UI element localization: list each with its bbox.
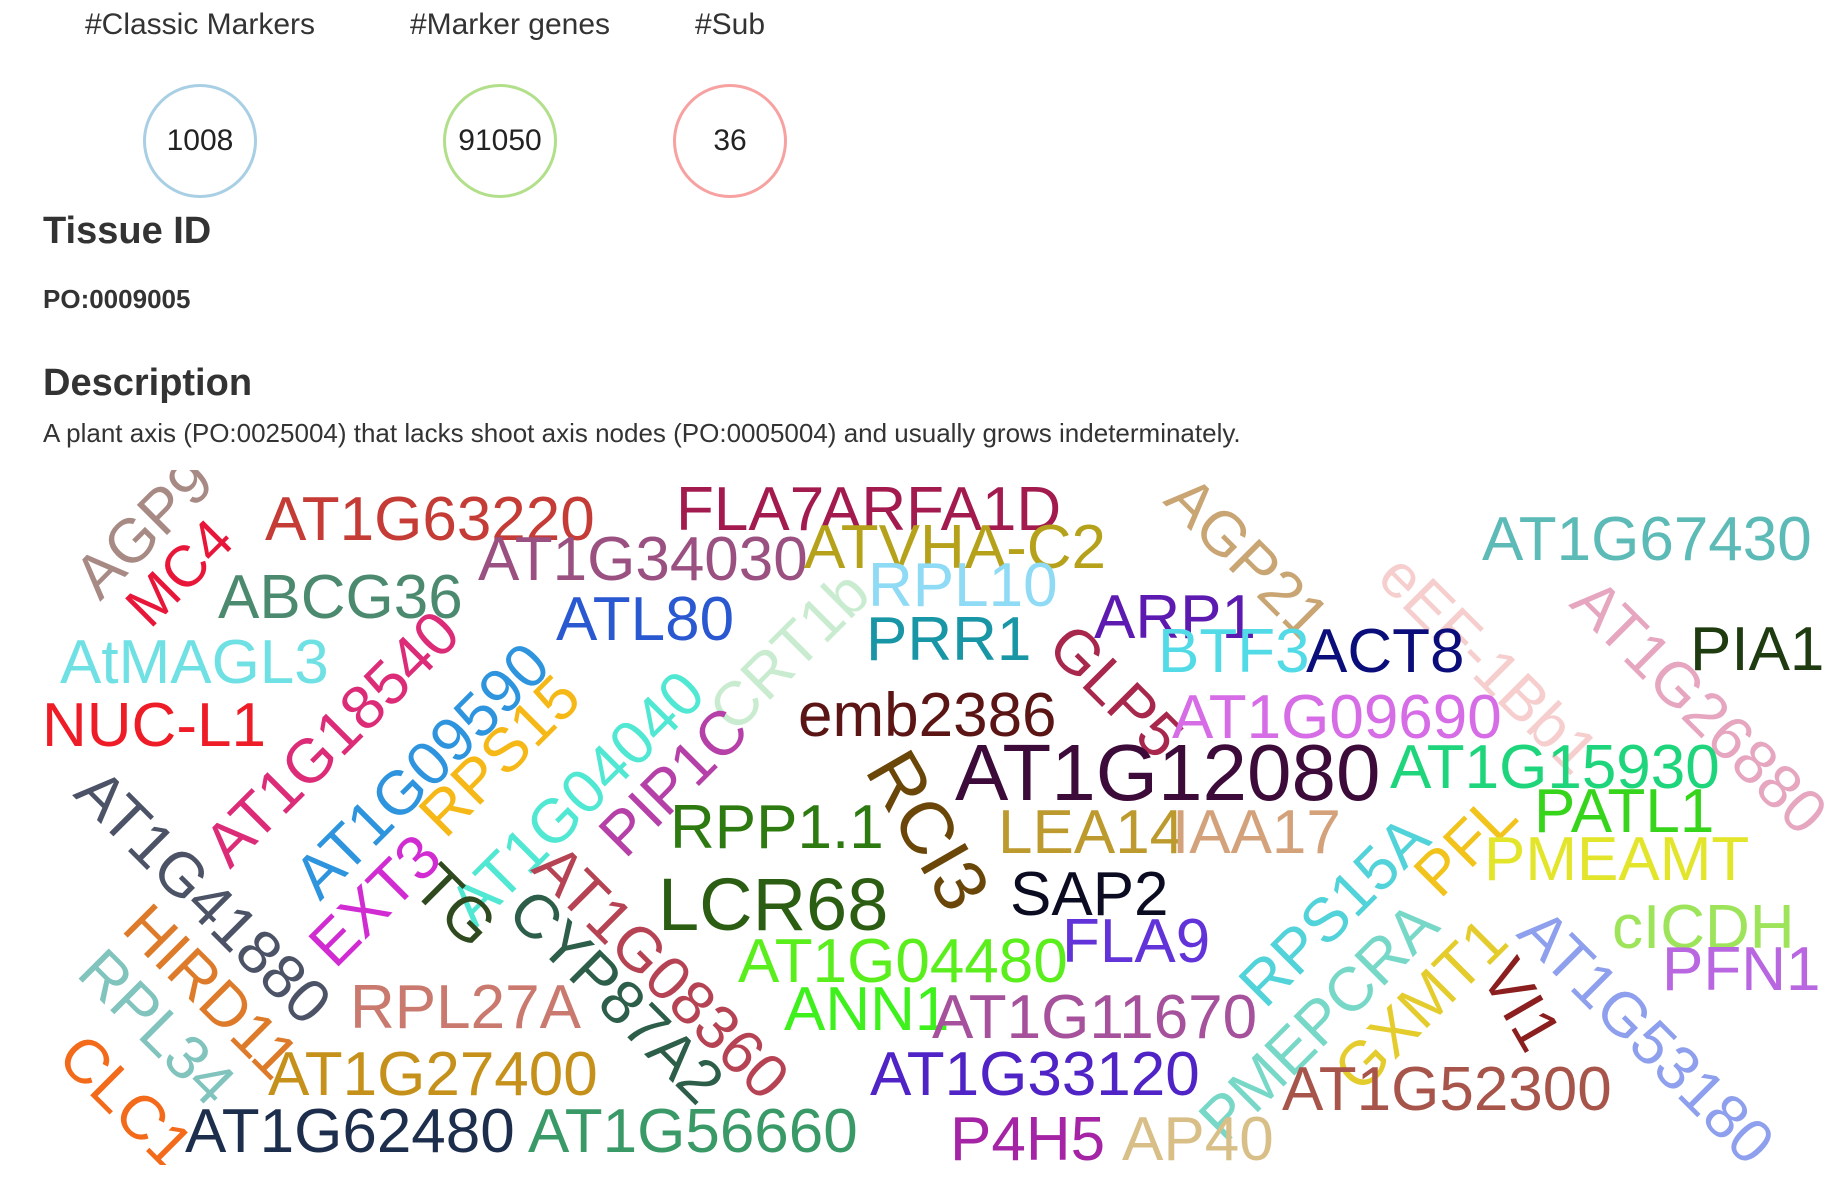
stat-classic-markers-circle: 1008	[143, 84, 257, 198]
word-cloud-term[interactable]: AT1G52300	[1282, 1055, 1612, 1124]
word-cloud-term[interactable]: AT1G34030	[478, 525, 808, 594]
word-cloud-term[interactable]: AT1G62480	[185, 1097, 515, 1165]
tissue-id-value: PO:0009005	[43, 284, 191, 314]
word-cloud-term[interactable]: AT1G63220	[265, 485, 595, 554]
word-cloud-term[interactable]: AT1G12080	[955, 728, 1380, 817]
word-cloud-term[interactable]: AT1G15930	[1390, 733, 1720, 802]
word-cloud-term[interactable]: ABCG36	[218, 563, 463, 632]
word-cloud-term[interactable]: cICDH	[1612, 893, 1795, 962]
stats-panel: #Classic Markers 1008 #Marker genes 9105…	[0, 0, 900, 200]
word-cloud-term[interactable]: AT1G33120	[870, 1040, 1200, 1109]
word-cloud-term[interactable]: AT1G09690	[1172, 683, 1502, 752]
word-cloud-term[interactable]: PIA1	[1690, 615, 1824, 684]
word-cloud-term[interactable]: IAA17	[1172, 798, 1341, 867]
stat-sub: #Sub	[660, 0, 800, 50]
word-cloud-term[interactable]: RPL27A	[350, 973, 582, 1042]
word-cloud-term[interactable]: ACT8	[1306, 617, 1464, 686]
stat-value: 91050	[458, 124, 542, 157]
stat-label: #Classic Markers	[84, 8, 316, 41]
stat-value: 36	[713, 124, 747, 157]
word-cloud-term[interactable]: FLA7	[676, 475, 824, 544]
description-heading: Description	[43, 362, 253, 404]
word-cloud-term[interactable]: ATVHA-C2	[804, 513, 1106, 582]
word-cloud-term[interactable]: SAP2	[1010, 860, 1169, 929]
word-cloud-term[interactable]: FLA9	[1062, 907, 1210, 976]
word-cloud-term[interactable]: AT1G67430	[1482, 505, 1812, 574]
word-cloud-term[interactable]: RPL10	[868, 551, 1058, 620]
tissue-id-heading: Tissue ID	[43, 210, 212, 252]
word-cloud-term[interactable]: P4H5	[950, 1105, 1105, 1165]
word-cloud-term[interactable]: PMEAMT	[1484, 825, 1749, 894]
stat-classic-markers: #Classic Markers	[60, 0, 340, 50]
word-cloud-term[interactable]: AT1G11670	[932, 983, 1257, 1052]
stat-label: #Marker genes	[409, 8, 611, 41]
word-cloud-term[interactable]: emb2386	[798, 681, 1057, 750]
word-cloud-term[interactable]: ARP1	[1094, 583, 1256, 652]
stat-marker-genes-circle: 91050	[443, 84, 557, 198]
word-cloud-term[interactable]: LCR68	[658, 863, 888, 946]
word-cloud-term[interactable]: ARFA1D	[820, 475, 1061, 544]
word-cloud-term[interactable]: AT1G56660	[528, 1097, 858, 1165]
word-cloud-term[interactable]: ATL80	[556, 585, 734, 654]
description-text: A plant axis (PO:0025004) that lacks sho…	[43, 418, 1241, 448]
word-cloud-term[interactable]: AT1G27400	[268, 1040, 598, 1109]
stat-marker-genes: #Marker genes	[380, 0, 640, 50]
word-cloud-term[interactable]: PATL1	[1534, 777, 1714, 846]
word-cloud-term[interactable]: AP40	[1122, 1105, 1274, 1165]
word-cloud-term[interactable]: BTF3	[1158, 617, 1310, 686]
word-cloud-term[interactable]: RPP1.1	[670, 793, 884, 862]
word-cloud-term[interactable]: AT1G04480	[738, 927, 1068, 996]
stat-sub-circle: 36	[673, 84, 787, 198]
word-cloud-term[interactable]: LEA14	[998, 798, 1184, 867]
word-cloud-term[interactable]: PRR1	[866, 605, 1031, 674]
stat-label: #Sub	[694, 8, 766, 41]
word-cloud-term[interactable]: AtMAGL3	[60, 628, 329, 697]
stat-value: 1008	[166, 124, 234, 157]
word-cloud-term[interactable]: ANN1	[784, 975, 949, 1044]
word-cloud-term[interactable]: PFN1	[1662, 935, 1820, 1004]
word-cloud-term[interactable]: NUC-L1	[42, 691, 266, 760]
marker-word-cloud: AGP9 MC4 AT1G63220 FLA7 ARFA1D AGP21 AT1G67430…	[0, 470, 1828, 1165]
